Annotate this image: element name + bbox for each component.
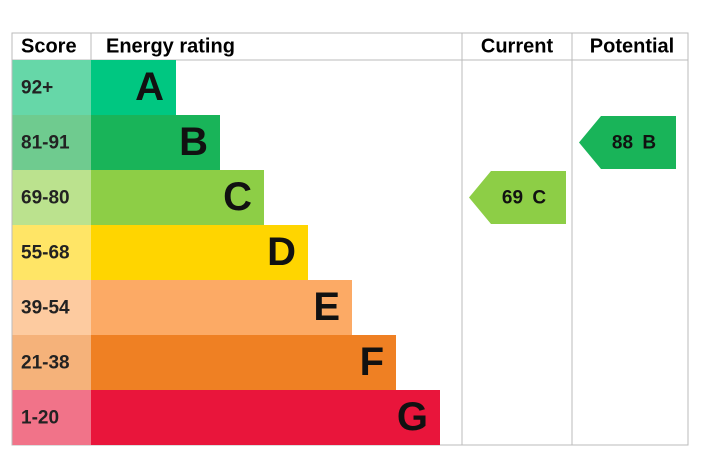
potential-letter: B: [642, 133, 656, 154]
band-letter: C: [223, 175, 252, 219]
rating-bar: [91, 335, 396, 390]
band-letter: B: [179, 120, 208, 164]
band-letter: D: [267, 230, 296, 274]
score-cell: [12, 225, 91, 280]
header-potential: Potential: [590, 35, 674, 57]
current-value: 69: [502, 188, 523, 209]
score-cell: [12, 170, 91, 225]
current-arrow: [469, 171, 566, 224]
score-label: 69-80: [21, 188, 70, 209]
rating-bar: [91, 390, 440, 445]
band-letter: E: [313, 285, 340, 329]
potential-value: 88: [612, 133, 633, 154]
potential-arrow: [579, 116, 676, 169]
rating-bar: [91, 115, 220, 170]
score-label: 92+: [21, 78, 53, 99]
header-current: Current: [481, 35, 554, 57]
rating-bar: [91, 170, 264, 225]
rating-bar: [91, 225, 308, 280]
rating-bar: [91, 60, 176, 115]
score-label: 21-38: [21, 353, 70, 374]
score-cell: [12, 280, 91, 335]
score-cell: [12, 115, 91, 170]
score-cell: [12, 60, 91, 115]
score-label: 81-91: [21, 133, 70, 154]
band-letter: A: [135, 65, 164, 109]
header-score: Score: [21, 35, 77, 57]
band-letter: G: [397, 395, 428, 439]
rating-bar: [91, 280, 352, 335]
current-label: 69 C: [502, 188, 546, 209]
header-rating: Energy rating: [106, 35, 235, 57]
current-letter: C: [532, 188, 546, 209]
band-letter: F: [360, 340, 384, 384]
score-cell: [12, 335, 91, 390]
score-label: 39-54: [21, 298, 70, 319]
potential-label: 88 B: [612, 133, 656, 154]
score-label: 55-68: [21, 243, 70, 264]
score-cell: [12, 390, 91, 445]
score-label: 1-20: [21, 408, 59, 429]
